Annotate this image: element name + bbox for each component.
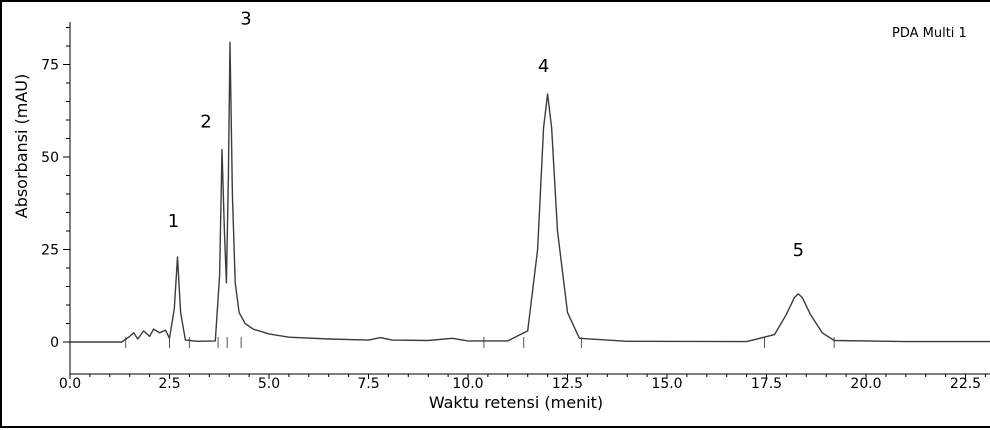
y-tick-label: 0 xyxy=(50,335,59,351)
y-tick-label: 75 xyxy=(41,58,59,74)
peak-label-3: 3 xyxy=(240,8,251,29)
peak-label-4: 4 xyxy=(538,56,549,77)
x-tick-label: 2.5 xyxy=(158,376,180,392)
x-tick-label: 10.0 xyxy=(452,376,483,392)
peak-label-5: 5 xyxy=(793,240,804,261)
x-tick-label: 15.0 xyxy=(651,376,682,392)
legend-label: PDA Multi 1 xyxy=(892,26,967,41)
chromatogram-trace xyxy=(70,41,990,343)
x-tick-label: 7.5 xyxy=(357,376,379,392)
x-tick-label: 20.0 xyxy=(850,376,881,392)
x-axis-label: Waktu retensi (menit) xyxy=(429,393,603,412)
x-tick-label: 0.0 xyxy=(59,376,81,392)
x-tick-label: 12.5 xyxy=(552,376,583,392)
y-tick-label: 25 xyxy=(41,243,59,259)
x-tick-label: 22.5 xyxy=(950,376,981,392)
y-tick-label: 50 xyxy=(41,150,59,166)
y-axis-label: Absorbansi (mAU) xyxy=(12,74,31,219)
peak-label-1: 1 xyxy=(168,211,179,232)
peak-label-2: 2 xyxy=(200,112,211,133)
x-tick-label: 5.0 xyxy=(258,376,280,392)
x-tick-label: 17.5 xyxy=(751,376,782,392)
